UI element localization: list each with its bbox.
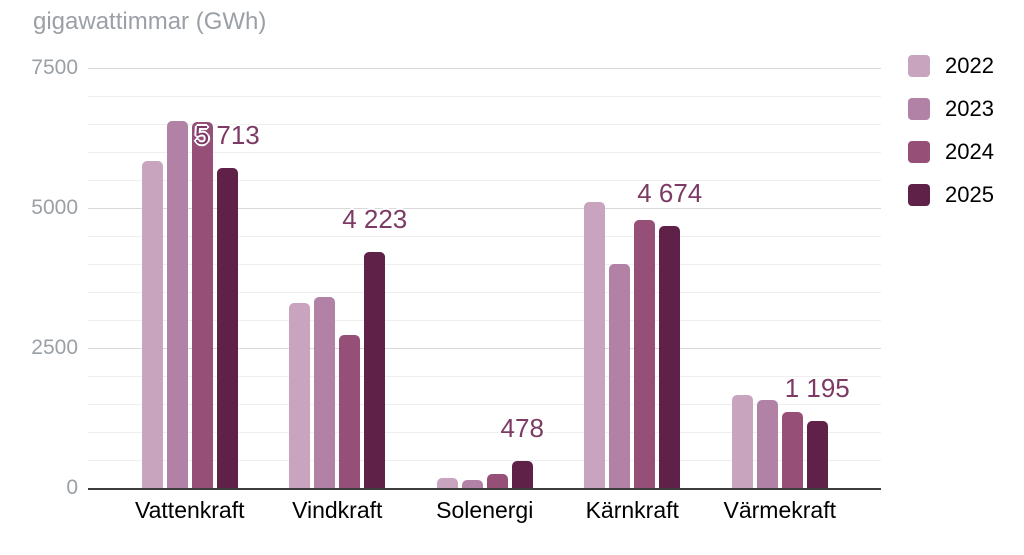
minor-gridline: [88, 124, 881, 125]
bar-värmekraft-2022[interactable]: [731, 395, 753, 488]
legend-item-2022[interactable]: 2022: [908, 55, 994, 77]
x-axis-label-solenergi: Solenergi: [436, 497, 534, 523]
minor-gridline: [88, 180, 881, 181]
x-axis-label-vindkraft: Vindkraft: [292, 497, 383, 523]
bar-vindkraft-2024[interactable]: [339, 335, 361, 488]
legend-item-2023[interactable]: 2023: [908, 98, 994, 120]
bar-kärnkraft-2023[interactable]: [609, 264, 631, 488]
x-axis-label-värmekraft: Värmekraft: [723, 497, 836, 523]
legend-swatch-2025: [908, 184, 930, 206]
major-gridline: [88, 68, 881, 69]
bar-vattenkraft-2024[interactable]: [191, 121, 213, 488]
legend-item-2025[interactable]: 2025: [908, 184, 994, 206]
data-label-solenergi: 478: [500, 413, 544, 444]
bar-kärnkraft-2024[interactable]: [634, 219, 656, 488]
y-axis-tick-label: 0: [66, 476, 78, 499]
legend-item-2024[interactable]: 2024: [908, 141, 994, 163]
data-label-kärnkraft: 4 674: [637, 178, 703, 209]
bar-solenergi-2022[interactable]: [436, 477, 458, 488]
major-gridline: [88, 208, 881, 209]
plot-area: 5 713 4 223 478 4 674 1 195: [88, 68, 881, 490]
minor-gridline: [88, 152, 881, 153]
legend-label-2025: 2025: [945, 182, 994, 207]
chart-title: gigawattimmar (GWh): [33, 8, 267, 35]
bar-solenergi-2024[interactable]: [486, 474, 508, 488]
legend-swatch-2023: [908, 98, 930, 120]
legend-swatch-2024: [908, 141, 930, 163]
y-axis-tick-label: 7500: [31, 56, 78, 79]
minor-gridline: [88, 460, 881, 461]
minor-gridline: [88, 264, 881, 265]
legend-label-2023: 2023: [945, 96, 994, 121]
bar-vindkraft-2023[interactable]: [314, 297, 336, 488]
y-axis-tick-label: 2500: [31, 336, 78, 359]
minor-gridline: [88, 376, 881, 377]
minor-gridline: [88, 432, 881, 433]
x-axis-label-kärnkraft: Kärnkraft: [585, 497, 679, 523]
legend-label-2022: 2022: [945, 53, 994, 78]
minor-gridline: [88, 320, 881, 321]
data-label-värmekraft: 1 195: [784, 373, 850, 404]
minor-gridline: [88, 404, 881, 405]
bar-vattenkraft-2025[interactable]: [216, 168, 238, 488]
bar-värmekraft-2025[interactable]: [806, 421, 828, 488]
minor-gridline: [88, 96, 881, 97]
bar-kärnkraft-2025[interactable]: [659, 226, 681, 488]
bar-kärnkraft-2022[interactable]: [584, 201, 606, 488]
data-label-vindkraft: 4 223: [342, 203, 408, 234]
bar-solenergi-2025[interactable]: [511, 461, 533, 488]
data-label-vattenkraft: 5 713: [194, 120, 260, 151]
legend: 2022 2023 2024 2025: [908, 55, 994, 227]
bar-vindkraft-2025[interactable]: [364, 251, 386, 488]
legend-swatch-2022: [908, 55, 930, 77]
bar-värmekraft-2023[interactable]: [756, 400, 778, 488]
x-axis-label-vattenkraft: Vattenkraft: [134, 497, 245, 523]
bar-vindkraft-2022[interactable]: [289, 302, 311, 488]
legend-label-2024: 2024: [945, 139, 994, 164]
bar-vattenkraft-2023[interactable]: [166, 121, 188, 488]
bar-vattenkraft-2022[interactable]: [141, 160, 163, 488]
minor-gridline: [88, 292, 881, 293]
bar-solenergi-2023[interactable]: [461, 479, 483, 488]
bar-värmekraft-2024[interactable]: [781, 411, 803, 488]
major-gridline: [88, 348, 881, 349]
y-axis-tick-label: 5000: [31, 196, 78, 219]
minor-gridline: [88, 236, 881, 237]
